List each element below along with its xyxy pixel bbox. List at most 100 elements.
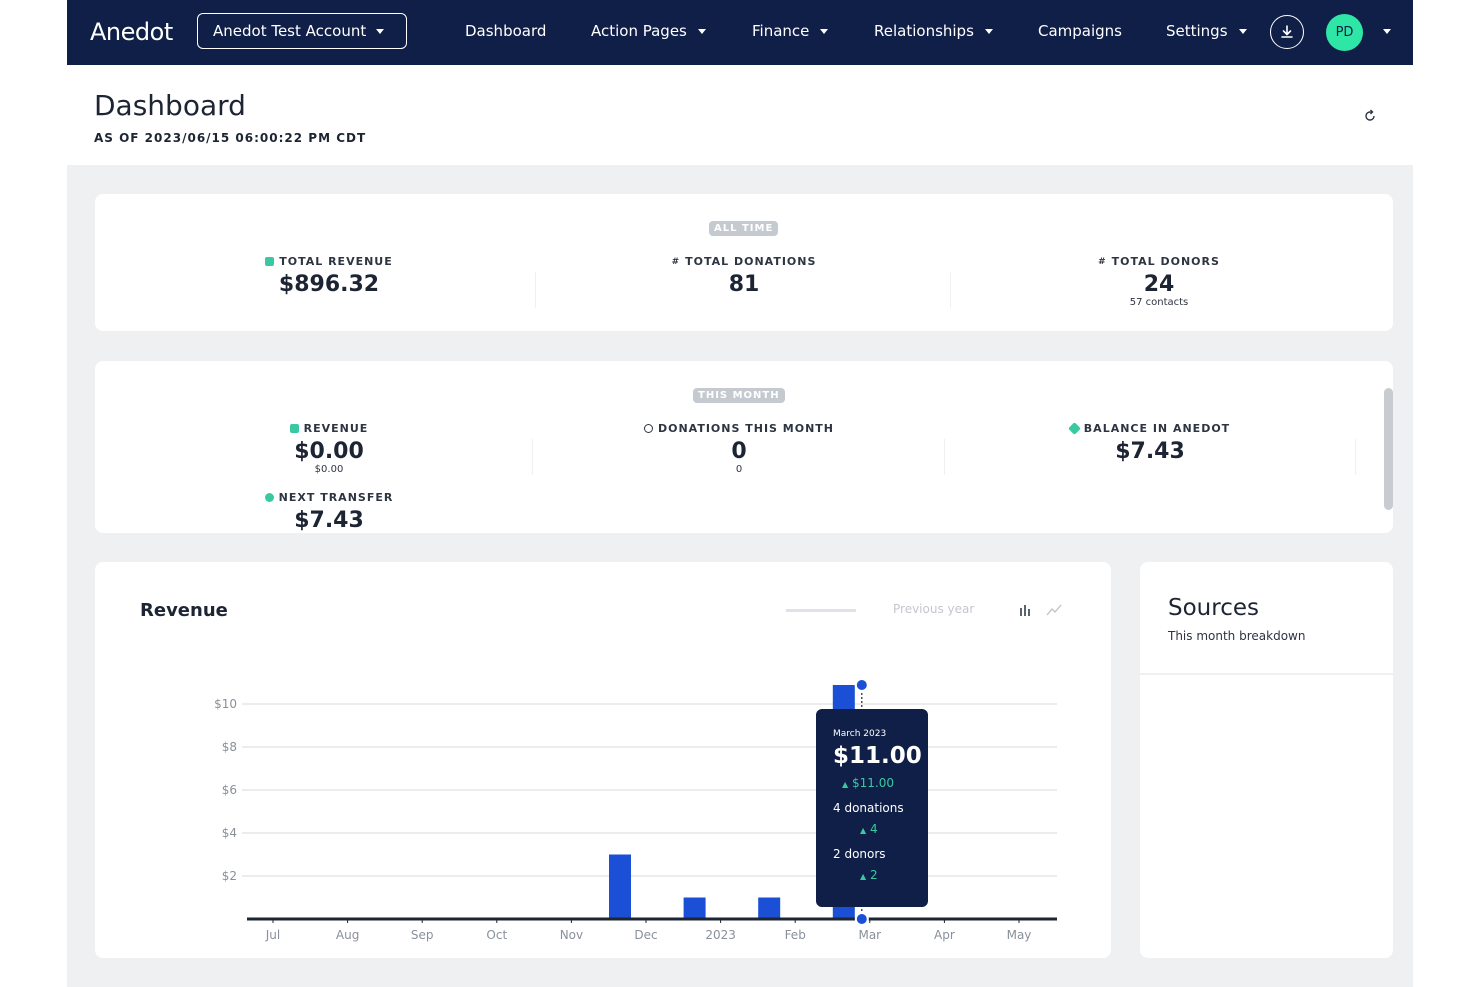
account-name: Anedot Test Account [213, 22, 367, 40]
user-avatar[interactable]: PD [1326, 14, 1363, 51]
bank-icon [1067, 422, 1081, 435]
chart-tooltip: March 2023 $11.00 ▲ $11.00 4 donations ▲… [816, 709, 928, 907]
clock-icon [643, 424, 653, 433]
y-tick-label: $10 [214, 697, 237, 711]
revenue-stat: REVENUE $0.00 $0.00 [229, 422, 429, 475]
y-tick-label: $2 [222, 869, 237, 883]
nav-dashboard[interactable]: Dashboard [465, 22, 546, 40]
sources-subtitle: This month breakdown [1168, 629, 1306, 643]
balance-label-text: BALANCE IN ANEDOT [1083, 422, 1231, 435]
divider [532, 439, 533, 475]
chart-title: Revenue [140, 600, 228, 621]
all-time-pill: ALL TIME [709, 221, 779, 236]
balance-value: $7.43 [1115, 439, 1185, 464]
chevron-down-icon [697, 28, 706, 34]
total-contacts: 57 contacts [1129, 297, 1189, 308]
caret-up-icon: ▲ [860, 826, 867, 835]
divider [944, 439, 945, 475]
chevron-down-icon [820, 28, 829, 34]
revenue-chart-card: Revenue Previous year [95, 562, 1111, 958]
nav-campaigns-label: Campaigns [1038, 22, 1123, 40]
nav-campaigns[interactable]: Campaigns [1038, 22, 1122, 40]
revenue-label-text: REVENUE [303, 422, 369, 435]
tooltip-donations: 4 donations [833, 801, 904, 815]
chevron-down-icon [984, 28, 993, 34]
caret-up-icon: ▲ [860, 872, 867, 881]
nav-relationships[interactable]: Relationships [874, 22, 993, 40]
tooltip-donors-delta-value: 2 [869, 868, 878, 882]
revenue-value: $0.00 [294, 439, 364, 464]
scrollbar[interactable] [1384, 388, 1393, 510]
divider [1355, 439, 1356, 475]
bar-dec [609, 854, 631, 919]
x-tick-label: Apr [934, 928, 955, 942]
x-tick-label: 2023 [705, 928, 736, 942]
previous-year-legend[interactable]: Previous year [893, 602, 975, 616]
bar-feb [758, 897, 781, 919]
tooltip-month: March 2023 [833, 729, 887, 739]
nav-dashboard-label: Dashboard [465, 22, 547, 40]
donations-this-month-label: DONATIONS THIS MONTH [639, 422, 839, 435]
divider [950, 272, 951, 308]
total-donations-stat: # TOTAL DONATIONS 81 [644, 255, 844, 297]
tooltip-amount: $11.00 [833, 743, 922, 769]
x-tick-label: Mar [858, 928, 881, 942]
x-tick-label: Nov [560, 928, 583, 942]
download-icon [1281, 25, 1293, 38]
total-revenue-stat: TOTAL REVENUE $896.32 [229, 255, 429, 297]
nav-finance-label: Finance [752, 22, 810, 40]
total-revenue-label-text: TOTAL REVENUE [279, 255, 393, 268]
as-of-timestamp: AS OF 2023/06/15 06:00:22 PM CDT [94, 131, 367, 145]
wallet-icon [289, 424, 299, 433]
next-transfer-label: NEXT TRANSFER [229, 491, 429, 504]
tooltip-amount-delta: ▲ $11.00 [842, 776, 894, 790]
total-donations-value: 81 [728, 272, 760, 297]
next-transfer-stat: NEXT TRANSFER $7.43 [229, 491, 429, 533]
tooltip-donors: 2 donors [833, 847, 886, 861]
total-donations-label: # TOTAL DONATIONS [644, 255, 844, 268]
anedot-logo[interactable]: Anedot [90, 18, 173, 46]
total-donations-label-text: TOTAL DONATIONS [685, 255, 817, 268]
nav-finance[interactable]: Finance [752, 22, 829, 40]
donations-this-month-value: 0 [731, 439, 747, 464]
revenue-chart: $10 $8 $6 $4 $2 Jul Aug Sep Oct Nov Dec 2023 Feb Mar A… [214, 678, 1057, 942]
nav-settings-label: Settings [1166, 22, 1228, 40]
top-nav: Anedot Anedot Test Account Dashboard Act… [67, 0, 1413, 65]
page-title: Dashboard [94, 89, 246, 122]
refresh-icon[interactable] [1361, 107, 1379, 125]
divider [535, 272, 536, 308]
nav-action-pages-label: Action Pages [591, 22, 687, 40]
nav-action-pages[interactable]: Action Pages [591, 22, 706, 40]
balance-stat: BALANCE IN ANEDOT $7.43 [1050, 422, 1250, 464]
total-donors-label-text: TOTAL DONORS [1111, 255, 1220, 268]
account-switcher[interactable]: Anedot Test Account [197, 13, 407, 49]
y-tick-label: $6 [222, 783, 237, 797]
revenue-icon [265, 257, 275, 266]
nav-settings[interactable]: Settings [1166, 22, 1247, 40]
this-month-card: THIS MONTH REVENUE $0.00 $0.00 NEXT TRAN… [95, 361, 1393, 533]
tooltip-donors-delta: ▲ 2 [860, 868, 878, 882]
line-chart-icon[interactable] [1046, 604, 1062, 616]
next-transfer-value: $7.43 [294, 508, 364, 533]
donations-this-month-stat: DONATIONS THIS MONTH 0 0 [639, 422, 839, 475]
user-menu-chevron-icon[interactable] [1383, 29, 1391, 34]
divider [1140, 673, 1393, 675]
tooltip-amount-delta-value: $11.00 [851, 776, 894, 790]
total-revenue-value: $896.32 [278, 272, 380, 297]
tooltip-donations-delta-value: 4 [869, 822, 878, 836]
bar-2023 [683, 897, 706, 919]
x-tick-label: May [1007, 928, 1032, 942]
donations-this-month-sub: 0 [735, 464, 743, 475]
tooltip-donations-delta: ▲ 4 [860, 822, 878, 836]
x-tick-label: Oct [486, 928, 507, 942]
revenue-sub: $0.00 [314, 464, 344, 475]
x-tick-label: Sep [411, 928, 434, 942]
app-frame: Anedot Anedot Test Account Dashboard Act… [67, 0, 1413, 987]
x-tick-label: Dec [634, 928, 657, 942]
caret-up-icon: ▲ [842, 780, 849, 789]
bar-chart-icon[interactable] [1019, 604, 1031, 616]
download-button[interactable] [1270, 15, 1304, 49]
next-transfer-label-text: NEXT TRANSFER [278, 491, 394, 504]
total-donors-label: # TOTAL DONORS [1059, 255, 1259, 268]
x-tick-label: Jul [265, 928, 280, 942]
